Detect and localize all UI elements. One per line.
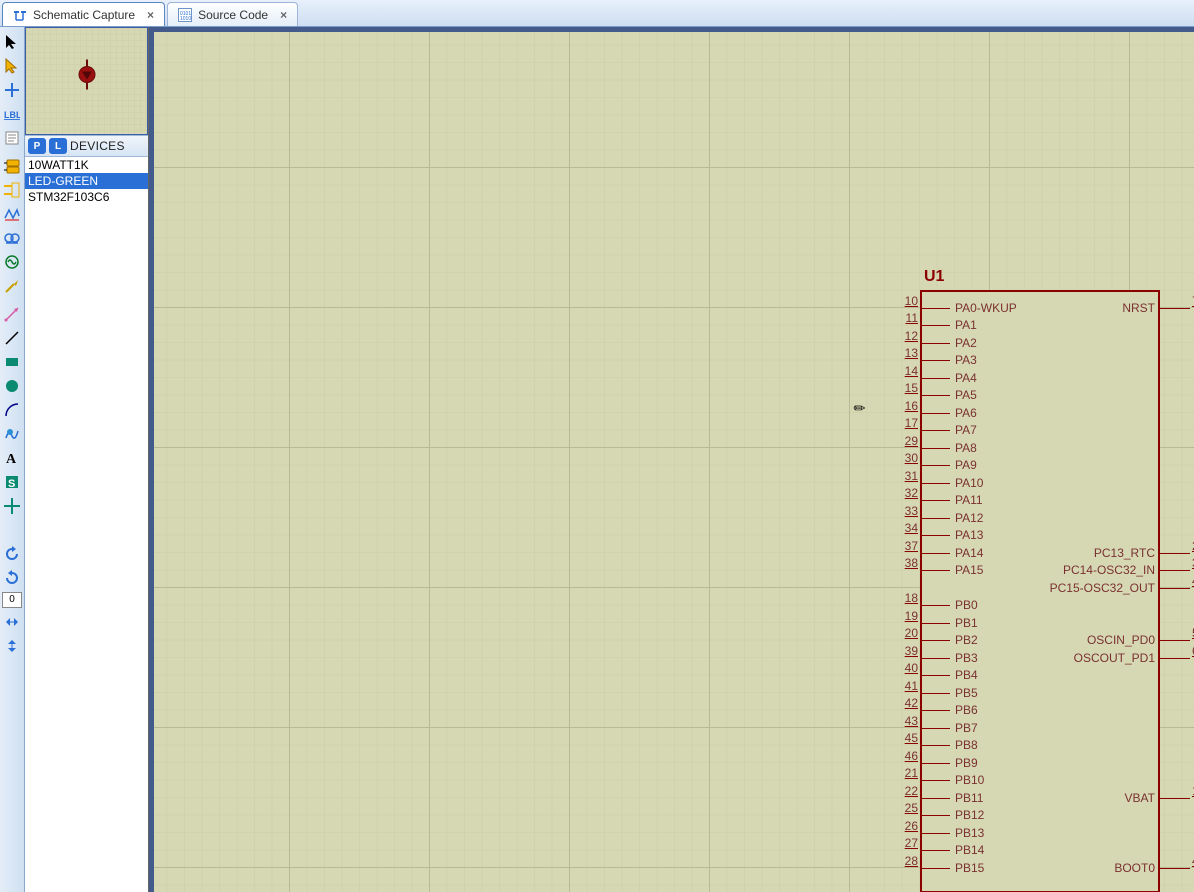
close-icon[interactable]: ×: [147, 8, 154, 22]
rotation-angle-field[interactable]: 0: [2, 592, 22, 608]
chip-pin[interactable]: 6OSCOUT_PD1: [1160, 658, 1190, 659]
device-item[interactable]: 10WATT1K: [25, 157, 148, 173]
pin-tool[interactable]: [1, 179, 23, 201]
chip-pin[interactable]: 32PA11: [920, 500, 950, 501]
chip-pin[interactable]: 46PB9: [920, 763, 950, 764]
close-icon[interactable]: ×: [280, 8, 287, 22]
circle-tool[interactable]: [1, 375, 23, 397]
chip-pin[interactable]: 13PA3: [920, 360, 950, 361]
chip-pin[interactable]: 39PB3: [920, 658, 950, 659]
chip-pin[interactable]: 37PA14: [920, 553, 950, 554]
chip-pin[interactable]: 1VBAT: [1160, 798, 1190, 799]
chip-pin[interactable]: 22PB11: [920, 798, 950, 799]
chip-pin[interactable]: 5OSCIN_PD0: [1160, 640, 1190, 641]
devices-title: DEVICES: [70, 139, 125, 153]
chip-pin[interactable]: 30PA9: [920, 465, 950, 466]
text-tool[interactable]: A: [1, 447, 23, 469]
chip-pin[interactable]: 3PC14-OSC32_IN: [1160, 570, 1190, 571]
chip-pin[interactable]: 42PB6: [920, 710, 950, 711]
svg-text:LBL: LBL: [4, 110, 20, 120]
tab-source-code[interactable]: 01011010 Source Code ×: [167, 2, 298, 26]
chip-pin[interactable]: 33PA12: [920, 518, 950, 519]
chip-reference[interactable]: U1: [924, 268, 944, 286]
chip-pin[interactable]: 7NRST: [1160, 308, 1190, 309]
chip-pin[interactable]: 10PA0-WKUP: [920, 308, 950, 309]
tape-tool[interactable]: [1, 227, 23, 249]
device-list[interactable]: 10WATT1KLED-GREENSTM32F103C6: [25, 157, 148, 205]
chip-pin[interactable]: 26PB13: [920, 833, 950, 834]
schematic-canvas-wrap: ✎ U1 10PA0-WKUP 11PA1 12PA2 13PA3 14PA4 15PA5 1…: [149, 27, 1194, 892]
chip-pin[interactable]: 31PA10: [920, 483, 950, 484]
path-tool[interactable]: [1, 423, 23, 445]
chip-pin[interactable]: 38PA15: [920, 570, 950, 571]
chip-pin[interactable]: 44BOOT0: [1160, 868, 1190, 869]
rotate-ccw-tool[interactable]: [1, 567, 23, 589]
tab-schematic-capture[interactable]: Schematic Capture ×: [2, 2, 165, 26]
symbol-tool[interactable]: S: [1, 471, 23, 493]
origin-tool[interactable]: [1, 495, 23, 517]
chip-pin[interactable]: 4PC15-OSC32_OUT: [1160, 588, 1190, 589]
chip-pin[interactable]: 34PA13: [920, 535, 950, 536]
led-icon: [72, 59, 102, 92]
rotate-cw-tool[interactable]: [1, 543, 23, 565]
chip-pin[interactable]: 43PB7: [920, 728, 950, 729]
probe-tool[interactable]: [1, 275, 23, 297]
svg-text:1010: 1010: [180, 16, 191, 22]
schematic-canvas[interactable]: ✎ U1 10PA0-WKUP 11PA1 12PA2 13PA3 14PA4 15PA5 1…: [154, 32, 1194, 892]
wire-tool[interactable]: [1, 303, 23, 325]
chip-pin[interactable]: 19PB1: [920, 623, 950, 624]
flip-vertical-tool[interactable]: [1, 635, 23, 657]
rectangle-tool[interactable]: [1, 351, 23, 373]
chip-pin[interactable]: 45PB8: [920, 745, 950, 746]
chip-pin[interactable]: 2PC13_RTC: [1160, 553, 1190, 554]
chip-pin[interactable]: 11PA1: [920, 325, 950, 326]
device-item[interactable]: STM32F103C6: [25, 189, 148, 205]
svg-text:S: S: [8, 478, 15, 490]
chip-pin[interactable]: 20PB2: [920, 640, 950, 641]
tab-label: Schematic Capture: [33, 8, 135, 22]
generator-tool[interactable]: [1, 251, 23, 273]
chip-pin[interactable]: 27PB14: [920, 850, 950, 851]
arc-tool[interactable]: [1, 399, 23, 421]
chip-pin[interactable]: 18PB0: [920, 605, 950, 606]
flip-horizontal-tool[interactable]: [1, 611, 23, 633]
pick-device-button[interactable]: P: [28, 138, 46, 154]
chip-pin[interactable]: 16PA6: [920, 413, 950, 414]
terminal-tool[interactable]: [1, 155, 23, 177]
script-tool[interactable]: [1, 127, 23, 149]
junction-tool[interactable]: [1, 79, 23, 101]
tab-bar: Schematic Capture × 01011010 Source Code…: [0, 0, 1194, 27]
side-panel: P L DEVICES 10WATT1KLED-GREENSTM32F103C6: [25, 27, 149, 892]
chip-pin[interactable]: 28PB15: [920, 868, 950, 869]
chip-pin[interactable]: 14PA4: [920, 378, 950, 379]
devices-header: P L DEVICES: [25, 135, 148, 157]
label-tool[interactable]: LBL: [1, 103, 23, 125]
component-preview[interactable]: [25, 27, 148, 135]
chip-pin[interactable]: 40PB4: [920, 675, 950, 676]
chip-pin[interactable]: 17PA7: [920, 430, 950, 431]
sourcecode-icon: 01011010: [178, 8, 192, 22]
chip-pin[interactable]: 29PA8: [920, 448, 950, 449]
chip-pin[interactable]: 41PB5: [920, 693, 950, 694]
cursor-icon: ✎: [850, 398, 870, 418]
chip-pin[interactable]: 21PB10: [920, 780, 950, 781]
svg-text:A: A: [6, 452, 17, 466]
graph-tool[interactable]: [1, 203, 23, 225]
chip-pin[interactable]: 15PA5: [920, 395, 950, 396]
schematic-icon: [13, 8, 27, 22]
selection-tool[interactable]: [1, 31, 23, 53]
line-tool[interactable]: [1, 327, 23, 349]
chip-pin[interactable]: 12PA2: [920, 343, 950, 344]
device-item[interactable]: LED-GREEN: [25, 173, 148, 189]
left-toolbar: LBL AS 0: [0, 27, 25, 892]
tab-label: Source Code: [198, 8, 268, 22]
component-tool[interactable]: [1, 55, 23, 77]
chip-pin[interactable]: 25PB12: [920, 815, 950, 816]
library-button[interactable]: L: [49, 138, 67, 154]
